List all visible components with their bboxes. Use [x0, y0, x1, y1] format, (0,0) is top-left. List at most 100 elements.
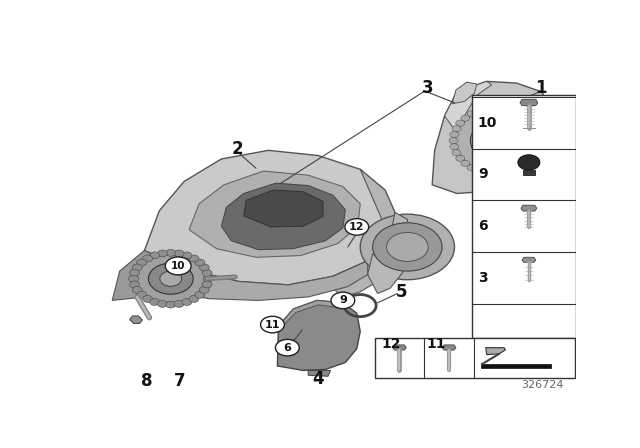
Text: 10: 10	[171, 261, 186, 271]
Circle shape	[195, 259, 205, 266]
Polygon shape	[244, 190, 323, 227]
Circle shape	[157, 250, 168, 257]
Circle shape	[461, 160, 470, 166]
Circle shape	[525, 107, 534, 113]
Circle shape	[500, 173, 509, 179]
Circle shape	[550, 138, 559, 144]
Polygon shape	[442, 345, 456, 350]
Circle shape	[549, 144, 558, 150]
Circle shape	[474, 168, 483, 174]
Text: 3: 3	[478, 271, 488, 285]
Polygon shape	[481, 364, 551, 368]
Polygon shape	[112, 240, 214, 301]
Circle shape	[182, 252, 192, 259]
Circle shape	[508, 172, 517, 178]
Circle shape	[497, 135, 511, 146]
Text: 10: 10	[478, 116, 497, 130]
Circle shape	[483, 171, 492, 177]
Circle shape	[132, 286, 142, 293]
Circle shape	[485, 128, 523, 154]
Circle shape	[449, 138, 458, 144]
Circle shape	[538, 160, 547, 166]
Text: 1: 1	[536, 79, 547, 97]
Circle shape	[166, 250, 176, 256]
Text: 4: 4	[312, 370, 324, 388]
Circle shape	[150, 252, 159, 259]
Text: 3: 3	[421, 79, 433, 97]
Text: 11: 11	[427, 337, 446, 351]
Circle shape	[543, 155, 552, 161]
Circle shape	[543, 120, 552, 126]
Polygon shape	[392, 345, 406, 350]
Circle shape	[174, 250, 184, 257]
Circle shape	[202, 269, 212, 276]
Circle shape	[150, 298, 159, 306]
Circle shape	[372, 223, 442, 271]
Circle shape	[129, 281, 140, 288]
Circle shape	[129, 269, 140, 276]
Polygon shape	[308, 370, 330, 376]
Circle shape	[387, 233, 428, 262]
Text: 5: 5	[396, 284, 407, 302]
Circle shape	[525, 168, 534, 174]
Circle shape	[517, 171, 526, 177]
Polygon shape	[277, 301, 360, 370]
Text: 2: 2	[232, 140, 244, 158]
Circle shape	[157, 301, 168, 307]
Text: 8: 8	[141, 372, 153, 391]
Polygon shape	[221, 183, 346, 250]
Circle shape	[160, 271, 182, 286]
Circle shape	[532, 164, 541, 171]
Circle shape	[483, 104, 492, 111]
Text: 12: 12	[349, 222, 365, 232]
Circle shape	[143, 255, 152, 262]
Text: 9: 9	[339, 295, 347, 306]
Circle shape	[331, 292, 355, 309]
Circle shape	[132, 264, 142, 271]
Polygon shape	[129, 316, 143, 323]
Polygon shape	[452, 82, 477, 104]
Circle shape	[148, 263, 193, 294]
Text: 6: 6	[478, 219, 488, 233]
Circle shape	[202, 281, 212, 288]
Circle shape	[467, 164, 476, 171]
Text: 12: 12	[381, 337, 401, 351]
Text: 11: 11	[265, 319, 280, 330]
Polygon shape	[432, 82, 556, 194]
Circle shape	[195, 291, 205, 298]
Polygon shape	[278, 301, 343, 326]
Circle shape	[532, 111, 541, 117]
Polygon shape	[375, 338, 575, 378]
Circle shape	[174, 301, 184, 307]
Circle shape	[182, 298, 192, 306]
Circle shape	[189, 255, 199, 262]
Circle shape	[470, 117, 538, 164]
Text: 6: 6	[284, 343, 291, 353]
Circle shape	[549, 131, 558, 138]
Polygon shape	[145, 151, 395, 285]
Polygon shape	[189, 171, 360, 257]
Circle shape	[547, 150, 556, 156]
Circle shape	[474, 107, 483, 113]
Circle shape	[508, 103, 517, 109]
Circle shape	[491, 172, 500, 178]
Circle shape	[491, 103, 500, 109]
Circle shape	[143, 295, 152, 302]
Circle shape	[456, 107, 553, 174]
Polygon shape	[486, 348, 506, 354]
Polygon shape	[167, 261, 367, 301]
Circle shape	[452, 150, 461, 156]
Circle shape	[345, 219, 369, 235]
Circle shape	[456, 155, 465, 161]
Polygon shape	[367, 212, 410, 293]
Circle shape	[450, 144, 459, 150]
Text: 9: 9	[478, 168, 488, 181]
Circle shape	[275, 340, 300, 356]
Polygon shape	[523, 170, 535, 175]
Circle shape	[467, 111, 476, 117]
Circle shape	[461, 115, 470, 121]
Polygon shape	[522, 257, 536, 263]
Circle shape	[517, 104, 526, 111]
Circle shape	[203, 275, 213, 282]
Circle shape	[538, 115, 547, 121]
